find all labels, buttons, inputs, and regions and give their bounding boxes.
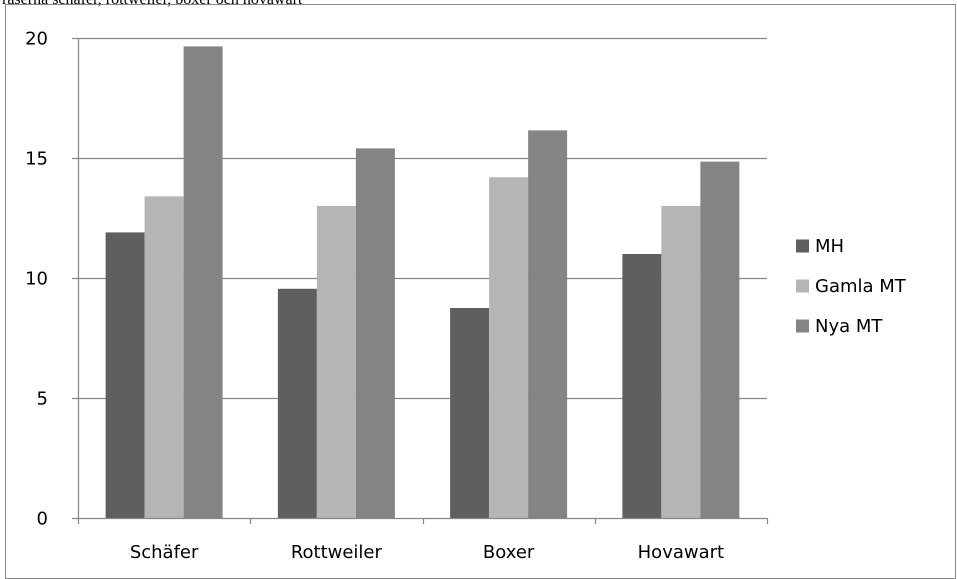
y-tick-label: 10	[25, 269, 48, 290]
y-tick-labels: 0 5 10 15 20	[25, 29, 48, 530]
bar	[489, 177, 529, 518]
bars	[105, 46, 740, 519]
bar	[144, 196, 184, 518]
x-tick-label: Schäfer	[130, 542, 199, 563]
y-tick-label: 20	[25, 29, 48, 50]
bar	[622, 254, 662, 518]
x-tick-label: Rottweiler	[291, 542, 383, 563]
bar	[277, 288, 317, 518]
y-tick-label: 0	[37, 509, 48, 530]
legend-swatch	[796, 239, 809, 253]
bar	[528, 130, 568, 518]
legend-swatch	[796, 319, 809, 333]
legend-swatch	[796, 279, 809, 293]
x-tick-label: Boxer	[483, 542, 535, 563]
bar	[355, 148, 395, 518]
bar	[450, 308, 490, 518]
legend-label: MH	[815, 236, 844, 257]
legend: MH Gamla MT Nya MT	[796, 236, 907, 337]
y-tick-label: 15	[25, 149, 48, 170]
axes	[72, 37, 769, 524]
x-tick-labels: Schäfer Rottweiler Boxer Hovawart	[130, 542, 724, 563]
bar	[700, 161, 740, 518]
bar	[661, 206, 701, 518]
bar	[316, 206, 356, 518]
legend-label: Gamla MT	[815, 276, 907, 297]
x-tick-label: Hovawart	[638, 542, 724, 563]
bar	[183, 46, 223, 519]
bar	[105, 232, 145, 518]
legend-label: Nya MT	[815, 316, 883, 337]
y-tick-label: 5	[37, 389, 48, 410]
